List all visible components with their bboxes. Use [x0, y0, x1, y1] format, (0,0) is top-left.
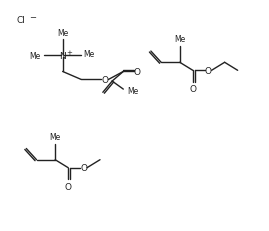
Text: O: O	[205, 67, 212, 76]
Text: −: −	[29, 14, 36, 23]
Text: Me: Me	[30, 52, 41, 61]
Text: O: O	[80, 164, 87, 173]
Text: Cl: Cl	[16, 16, 25, 25]
Text: N: N	[59, 52, 66, 61]
Text: O: O	[101, 76, 108, 85]
Text: Me: Me	[127, 86, 138, 95]
Text: O: O	[65, 182, 72, 191]
Text: Me: Me	[57, 28, 68, 37]
Text: O: O	[189, 85, 196, 94]
Text: Me: Me	[83, 50, 95, 59]
Text: +: +	[66, 49, 72, 55]
Text: Me: Me	[174, 35, 185, 44]
Text: O: O	[133, 68, 140, 77]
Text: Me: Me	[49, 132, 61, 141]
